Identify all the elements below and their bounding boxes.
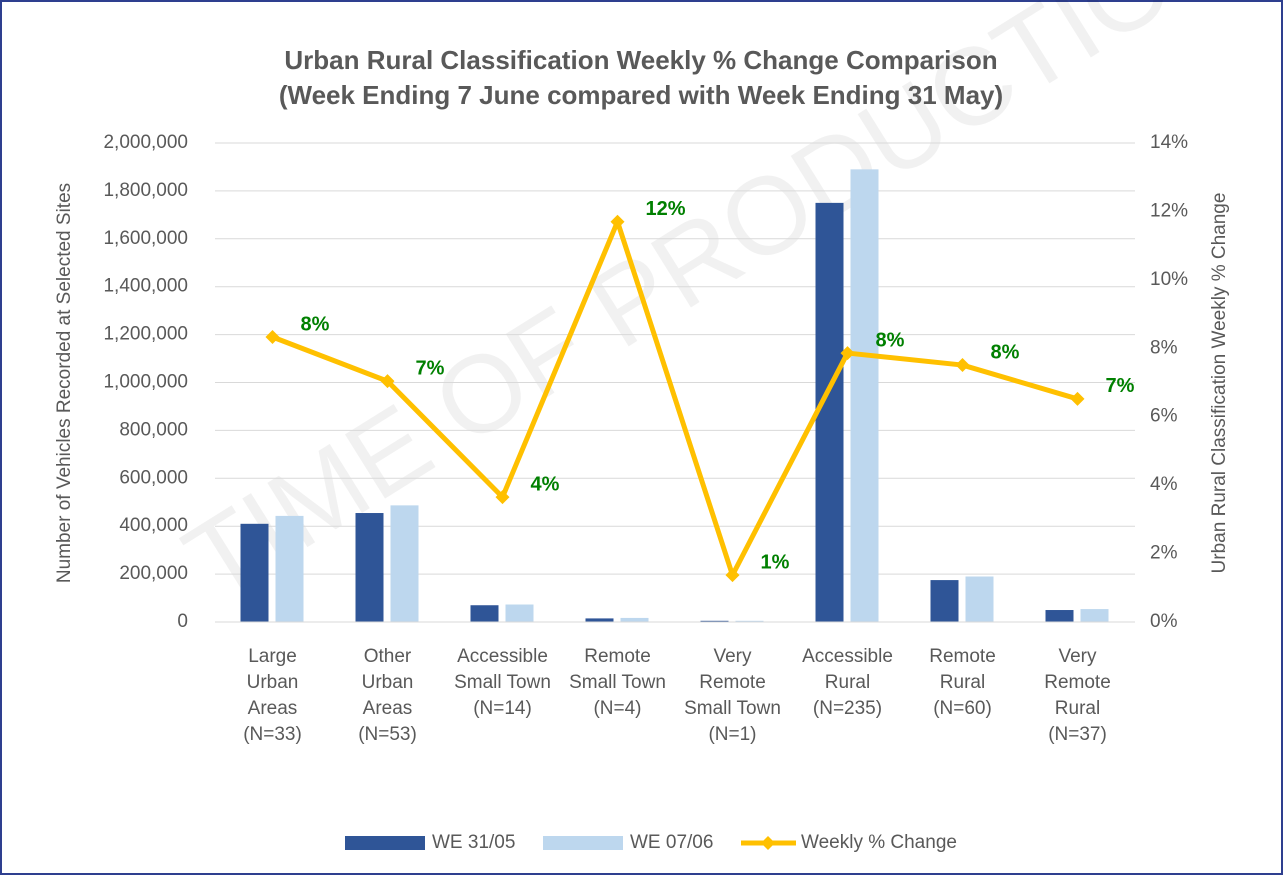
bar (815, 202, 844, 622)
y2-tick-label: 6% (1150, 406, 1178, 427)
y-tick-label: 400,000 (119, 515, 188, 536)
line-marker (495, 490, 510, 505)
line-marker (380, 374, 395, 389)
data-label: 1% (761, 551, 790, 573)
line-marker (955, 358, 970, 373)
x-tick-label-box: Remote Rural (N=60) (929, 646, 996, 719)
line-marker (840, 346, 855, 361)
y2-axis-title: Urban Rural Classification Weekly % Chan… (1209, 193, 1230, 574)
data-label: 7% (416, 357, 445, 379)
y2-tick-label: 14% (1150, 132, 1188, 153)
data-label: 8% (876, 329, 905, 351)
x-tick-label: Other Urban Areas (N=53) (358, 646, 417, 745)
y-tick-label: 800,000 (119, 419, 188, 440)
y2-tick-label: 12% (1150, 200, 1188, 221)
legend-label: WE 07/06 (630, 832, 713, 853)
y-tick-label: 0 (177, 611, 188, 632)
chart-title: Urban Rural Classification Weekly % Chan… (284, 45, 997, 75)
bar (850, 169, 879, 622)
x-tick-label-box: Other Urban Areas (N=53) (358, 646, 417, 745)
legend-swatch (345, 836, 425, 850)
x-tick-label-box: Very Remote Small Town (N=1) (684, 646, 781, 745)
x-tick-label-box: Accessible Small Town (N=14) (454, 646, 551, 719)
line-marker (265, 329, 280, 344)
y-tick-label: 200,000 (119, 563, 188, 584)
line (271, 219, 1079, 578)
data-label: 7% (1106, 375, 1135, 397)
y2-tick-label: 0% (1150, 611, 1178, 632)
legend-label: Weekly % Change (801, 832, 957, 853)
x-tick-label-box: Large Urban Areas (N=33) (243, 646, 302, 745)
bar (930, 580, 959, 622)
data-label: 12% (646, 198, 686, 220)
data-label: 8% (301, 313, 330, 335)
x-tick-label: Accessible Rural (N=235) (802, 646, 893, 719)
y-tick-label: 1,000,000 (103, 372, 188, 393)
x-tick-label: Very Remote Small Town (N=1) (684, 646, 781, 745)
data-label: 4% (531, 473, 560, 495)
legend-label: WE 31/05 (432, 832, 515, 853)
line-marker (725, 568, 740, 583)
x-tick-label: Very Remote Rural (N=37) (1044, 646, 1111, 745)
y-tick-label: 2,000,000 (103, 132, 188, 153)
bar (355, 513, 384, 622)
bar (1045, 610, 1074, 622)
y2-tick-label: 10% (1150, 269, 1188, 290)
y-tick-label: 1,400,000 (103, 276, 188, 297)
y2-tick-label: 2% (1150, 543, 1178, 564)
line-marker (610, 214, 625, 229)
x-tick-label-box: Remote Small Town (N=4) (569, 646, 666, 719)
data-label: 8% (991, 341, 1020, 363)
bar (585, 618, 614, 622)
bar (470, 605, 499, 622)
legend-swatch-marker (761, 836, 775, 850)
bar (965, 576, 994, 622)
y-tick-label: 600,000 (119, 467, 188, 488)
bar (240, 523, 269, 622)
y-tick-label: 1,600,000 (103, 228, 188, 249)
bar (505, 604, 534, 622)
legend-swatch (543, 836, 623, 850)
x-tick-label-box: Very Remote Rural (N=37) (1044, 646, 1111, 745)
bar (1080, 609, 1109, 622)
y-axis-title: Number of Vehicles Recorded at Selected … (54, 183, 75, 583)
x-tick-label: Large Urban Areas (N=33) (243, 646, 302, 745)
bar (390, 505, 419, 622)
x-tick-label: Remote Small Town (N=4) (569, 646, 666, 719)
x-tick-label: Remote Rural (N=60) (929, 646, 996, 719)
bar (700, 620, 729, 622)
y2-tick-label: 4% (1150, 474, 1178, 495)
chart-subtitle: (Week Ending 7 June compared with Week E… (279, 80, 1003, 110)
y-tick-label: 1,200,000 (103, 324, 188, 345)
y-tick-label: 1,800,000 (103, 180, 188, 201)
bar (620, 617, 649, 622)
x-tick-label: Accessible Small Town (N=14) (454, 646, 551, 719)
bar (735, 620, 764, 622)
line-marker (1070, 391, 1085, 406)
y2-tick-label: 8% (1150, 337, 1178, 358)
x-tick-label-box: Accessible Rural (N=235) (802, 646, 893, 719)
bar (275, 515, 304, 622)
